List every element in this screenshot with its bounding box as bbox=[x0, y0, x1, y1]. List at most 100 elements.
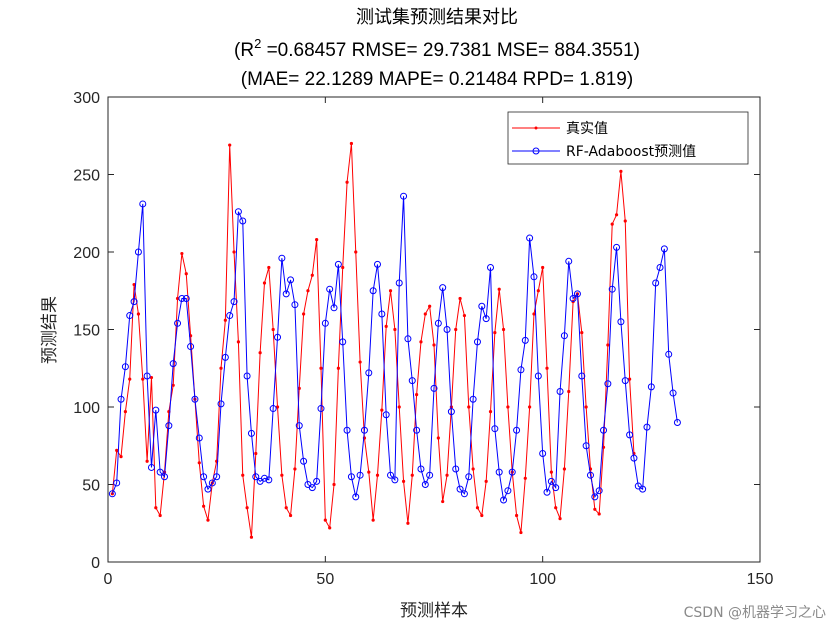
y-tick-label: 300 bbox=[73, 90, 100, 107]
predicted-value-point bbox=[360, 426, 368, 434]
true-value-point bbox=[349, 141, 354, 146]
predicted-value-point bbox=[595, 487, 603, 495]
predicted-value-point bbox=[234, 208, 242, 216]
true-value-point bbox=[262, 281, 267, 285]
true-value-point bbox=[332, 482, 336, 487]
predicted-value-point bbox=[643, 423, 651, 431]
chart-title-group: 测试集预测结果对比 (R2 =0.68457 RMSE= 29.7381 MSE… bbox=[234, 7, 640, 90]
predicted-value-point bbox=[161, 473, 169, 481]
predicted-value-point bbox=[417, 465, 425, 473]
true-value-point bbox=[480, 513, 484, 518]
true-value-point bbox=[232, 250, 236, 254]
true-value-point bbox=[484, 479, 488, 483]
predicted-value-point bbox=[239, 217, 247, 225]
predicted-value-point bbox=[108, 490, 116, 498]
true-value-point bbox=[367, 470, 371, 474]
predicted-value-point bbox=[439, 284, 447, 292]
predicted-value-point bbox=[156, 468, 164, 476]
predicted-value-point bbox=[308, 484, 316, 492]
true-value-point bbox=[228, 143, 232, 147]
true-value-point bbox=[158, 513, 162, 518]
predicted-value-point bbox=[621, 377, 629, 385]
predicted-value-point bbox=[500, 496, 508, 504]
predicted-value-point bbox=[191, 395, 199, 403]
true-value-point bbox=[236, 340, 240, 344]
true-value-point bbox=[501, 327, 506, 332]
true-value-point bbox=[558, 517, 562, 521]
predicted-value-point bbox=[330, 304, 338, 312]
true-value-point bbox=[202, 504, 206, 508]
predicted-values-line bbox=[111, 196, 678, 502]
true-value-point bbox=[458, 296, 462, 301]
legend-marker-true-values bbox=[534, 126, 538, 130]
predicted-value-point bbox=[456, 485, 464, 493]
predicted-value-point bbox=[660, 245, 668, 253]
predicted-value-point bbox=[513, 426, 521, 434]
predicted-value-point bbox=[591, 493, 599, 501]
predicted-value-point bbox=[578, 372, 586, 380]
x-axis: 0 50 100 150 bbox=[104, 97, 773, 588]
predicted-value-point bbox=[126, 312, 134, 320]
predicted-value-point bbox=[178, 295, 186, 302]
true-value-point bbox=[288, 513, 293, 518]
true-value-point bbox=[149, 375, 154, 380]
true-value-point bbox=[415, 393, 419, 397]
predicted-value-point bbox=[521, 336, 529, 344]
watermark-text: CSDN @机器学习之心 bbox=[683, 605, 826, 621]
predicted-value-point bbox=[247, 429, 255, 437]
true-value-point bbox=[371, 518, 375, 522]
predicted-value-point bbox=[213, 473, 221, 481]
true-value-point bbox=[319, 366, 323, 370]
true-value-point bbox=[271, 327, 275, 332]
legend: 真实值 RF-Adaboost预测值 bbox=[507, 111, 749, 165]
true-value-point bbox=[614, 213, 619, 217]
predicted-value-point bbox=[534, 372, 542, 380]
predicted-value-point bbox=[639, 485, 647, 493]
true-value-point bbox=[206, 518, 210, 522]
legend-label-true-values: 真实值 bbox=[566, 121, 608, 137]
true-value-point bbox=[388, 289, 393, 293]
predicted-value-point bbox=[139, 200, 147, 208]
true-value-point bbox=[528, 405, 532, 409]
true-value-point bbox=[541, 265, 545, 270]
y-tick-label: 200 bbox=[73, 245, 100, 262]
true-value-point bbox=[341, 265, 345, 270]
predicted-value-point bbox=[426, 471, 434, 479]
true-value-point bbox=[336, 366, 340, 370]
true-value-point bbox=[358, 360, 362, 364]
true-value-point bbox=[267, 265, 271, 270]
predicted-value-point bbox=[243, 372, 251, 380]
predicted-value-point bbox=[373, 260, 381, 268]
true-value-point bbox=[419, 340, 423, 344]
legend-label-predicted-values: RF-Adaboost预测值 bbox=[566, 144, 696, 160]
predicted-value-point bbox=[421, 481, 429, 488]
predicted-value-point bbox=[130, 298, 138, 306]
series-predicted-values bbox=[108, 192, 681, 504]
true-value-point bbox=[297, 386, 301, 390]
predicted-value-point bbox=[604, 380, 612, 388]
series-true-values bbox=[110, 141, 636, 539]
subtitle-r2-prefix: (R bbox=[234, 40, 254, 61]
true-value-point bbox=[293, 467, 297, 471]
true-value-point bbox=[610, 222, 614, 226]
true-value-point bbox=[532, 312, 536, 316]
true-value-point bbox=[323, 518, 327, 522]
true-value-point bbox=[328, 526, 332, 530]
true-value-point bbox=[258, 351, 262, 355]
predicted-value-point bbox=[121, 363, 129, 371]
predicted-value-point bbox=[343, 426, 351, 434]
predicted-value-point bbox=[334, 260, 342, 268]
predicted-value-point bbox=[339, 338, 347, 346]
x-axis-label: 预测样本 bbox=[400, 601, 468, 621]
y-tick-label: 0 bbox=[91, 555, 100, 572]
y-axis: 0 50 100 150 200 250 300 bbox=[73, 90, 760, 572]
predicted-value-point bbox=[217, 400, 225, 408]
true-value-point bbox=[623, 219, 627, 223]
true-value-point bbox=[119, 455, 123, 459]
true-value-point bbox=[401, 479, 406, 483]
predicted-value-point bbox=[669, 389, 677, 397]
predicted-value-point bbox=[543, 488, 551, 496]
predicted-value-point bbox=[391, 476, 399, 484]
predicted-value-point bbox=[295, 422, 303, 430]
